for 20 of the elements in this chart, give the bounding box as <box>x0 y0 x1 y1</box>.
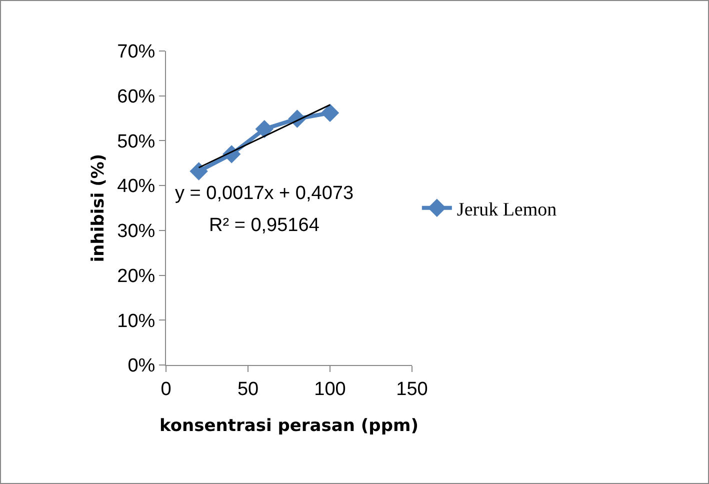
annotation: R² = 0,95164 <box>209 215 320 236</box>
point <box>320 104 340 122</box>
annotation: y = 0,0017x + 0,4073 <box>175 183 354 204</box>
x-tick-label: 150 <box>396 378 428 400</box>
y-axis-title: inhibisi (%) <box>88 154 109 262</box>
legend-label: Jeruk Lemon <box>456 199 558 220</box>
y-tick-label: 30% <box>117 221 156 242</box>
y-tick-label: 20% <box>117 266 156 287</box>
y-tick-label: 60% <box>117 86 156 108</box>
x-tick-label: 50 <box>237 378 259 400</box>
y-tick-label: 10% <box>117 310 156 332</box>
y-tick-label: 40% <box>117 176 156 198</box>
x-tick-label: 100 <box>314 378 346 400</box>
y-tick-label: 0% <box>128 356 156 377</box>
y-tick-label: 70% <box>117 42 156 63</box>
y-tick-label: 50% <box>117 131 156 152</box>
x-tick-label: 0 <box>160 378 172 400</box>
point <box>255 120 274 138</box>
x-axis-title: konsentrasi perasan (ppm) <box>160 416 418 436</box>
point <box>190 162 208 180</box>
